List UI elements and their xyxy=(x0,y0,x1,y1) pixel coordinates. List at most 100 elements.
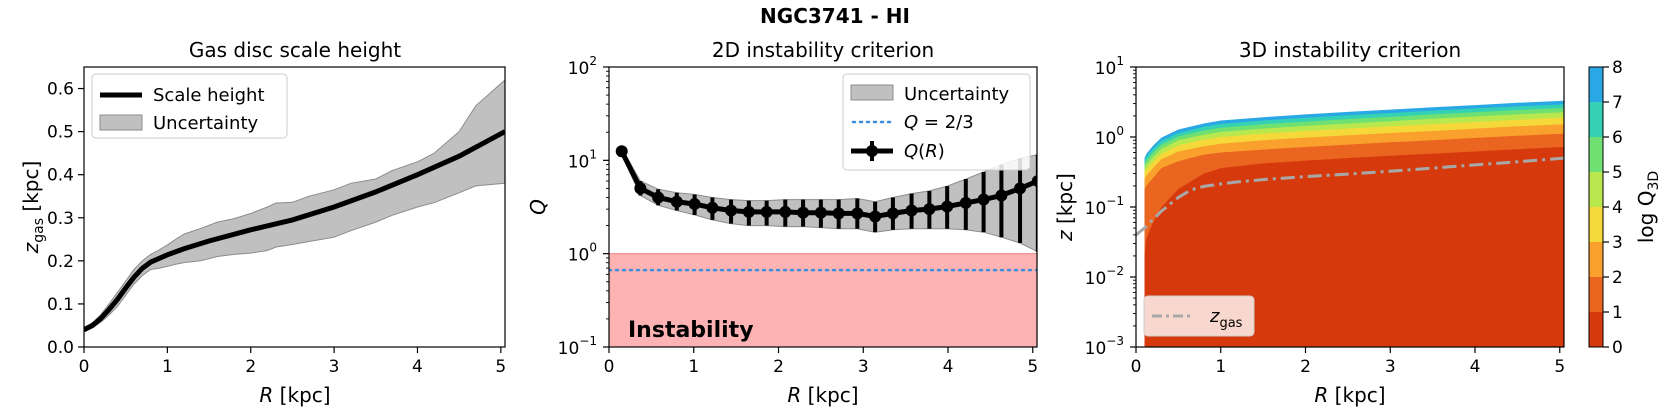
p3-ylabel: z [kpc] xyxy=(1053,173,1077,242)
p3-colorbar: 0 1 2 3 4 5 6 7 8 log Q3D xyxy=(1588,58,1661,358)
p2-q-point-22 xyxy=(1014,182,1027,195)
colorbar-cell-0 xyxy=(1589,312,1603,347)
panel1-frame xyxy=(83,66,506,348)
p2-q-point-17 xyxy=(923,203,936,216)
p2-xtick-label-2: 2 xyxy=(773,357,784,377)
p1-legend: Scale height Uncertainty xyxy=(91,73,288,139)
p3-ytick-label-1: 10−2 xyxy=(1085,264,1124,289)
p3-xtick-label-1: 1 xyxy=(1215,357,1226,377)
p1-legend-label-0: Scale height xyxy=(153,85,265,106)
panel1-title: Gas disc scale height xyxy=(189,38,401,62)
p2-error-bars xyxy=(619,148,1037,252)
colorbar-tick-label-2: 2 xyxy=(1612,268,1623,288)
panel2-frame xyxy=(608,66,1038,348)
p3-ytick-label-2: 10−1 xyxy=(1085,194,1124,219)
p1-legend-label-1: Uncertainty xyxy=(153,113,259,134)
p2-legend-label-2: Q(R) xyxy=(904,141,945,162)
p2-q-point-5 xyxy=(706,201,719,214)
colorbar-tick-label-3: 3 xyxy=(1612,233,1623,253)
p3-zgas-line xyxy=(1136,156,1564,237)
p2-q-point-21 xyxy=(995,189,1008,202)
colorbar-tick-label-8: 8 xyxy=(1612,58,1623,78)
p2-q-points xyxy=(615,145,1037,223)
p2-xlabel: R [kpc] xyxy=(787,383,858,407)
p2-q-point-6 xyxy=(725,204,738,217)
p1-ytick-label-2: 0.2 xyxy=(47,252,74,272)
p2-q-point-8 xyxy=(760,205,773,218)
colorbar-cell-1 xyxy=(1589,277,1603,312)
panel-2d-criterion: 2D instability criterion Instability 0 1 2… xyxy=(526,38,1038,407)
p2-xtick-label-3: 3 xyxy=(858,357,869,377)
p2-legend: Uncertainty Q = 2/3 Q(R) xyxy=(842,73,1031,171)
p2-q-point-23 xyxy=(1031,175,1037,187)
colorbar-tick-label-4: 4 xyxy=(1612,198,1623,218)
p2-q-point-13 xyxy=(851,207,864,220)
p1-uncertainty-band xyxy=(84,79,505,333)
colorbar-cell-3 xyxy=(1589,207,1603,242)
p3-legend-label-0: zgas xyxy=(1209,306,1243,331)
p3-xtick-label-2: 2 xyxy=(1300,357,1311,377)
p1-ytick-label-0: 0.0 xyxy=(47,338,74,358)
p2-ytick-label-1: 100 xyxy=(568,241,597,266)
colorbar-tick-label-5: 5 xyxy=(1612,163,1623,183)
p1-ytick-label-1: 0.1 xyxy=(47,295,74,315)
p1-xtick-label-2: 2 xyxy=(245,357,256,377)
p2-q-point-2 xyxy=(652,191,665,204)
p2-q-point-7 xyxy=(742,205,755,218)
panel3-title: 3D instability criterion xyxy=(1239,38,1461,62)
p3-ytick-label-0: 10−3 xyxy=(1085,334,1124,359)
p2-uncertainty-band xyxy=(621,146,1037,252)
p1-ytick-label-3: 0.3 xyxy=(47,209,74,229)
p2-ytick-label-2: 101 xyxy=(568,147,597,172)
panel2-title: 2D instability criterion xyxy=(712,38,934,62)
p1-xtick-label-3: 3 xyxy=(329,357,340,377)
p1-legend-band-swatch xyxy=(99,114,143,131)
colorbar-cell-5 xyxy=(1589,137,1603,172)
p3-ytick-label-3: 100 xyxy=(1095,124,1124,149)
p2-instability-label: Instability xyxy=(628,318,754,343)
colorbar-tick-label-7: 7 xyxy=(1612,93,1623,113)
p3-ytick-label-4: 101 xyxy=(1095,54,1124,79)
p1-xtick-label-0: 0 xyxy=(79,357,90,377)
p2-xtick-label-5: 5 xyxy=(1027,357,1038,377)
p1-ytick-label-4: 0.4 xyxy=(47,166,74,186)
p2-q-point-4 xyxy=(688,198,701,211)
p3-xtick-label-0: 0 xyxy=(1131,357,1142,377)
p2-q-point-1 xyxy=(634,182,647,195)
p2-q-point-3 xyxy=(670,195,683,208)
p2-q-point-15 xyxy=(886,207,899,220)
p2-q-point-20 xyxy=(977,193,990,206)
p3-xtick-label-5: 5 xyxy=(1554,357,1565,377)
p2-q-point-16 xyxy=(905,204,918,217)
p3-x-axis: 0 1 2 3 4 5 xyxy=(1131,347,1565,377)
p2-q-point-9 xyxy=(779,205,792,218)
colorbar-cell-7 xyxy=(1589,67,1603,102)
p1-ylabel: zgas [kpc] xyxy=(19,161,47,255)
p1-scale-height-line xyxy=(84,129,505,333)
colorbar-label: log Q3D xyxy=(1634,171,1661,243)
p2-y-axis: 10−1 100 101 102 xyxy=(558,54,609,359)
p1-ytick-label-6: 0.6 xyxy=(47,80,74,100)
p2-q-point-12 xyxy=(832,207,845,220)
colorbar-tick-label-6: 6 xyxy=(1612,128,1623,148)
p2-legend-label-0: Uncertainty xyxy=(904,84,1010,105)
p2-legend-q-marker xyxy=(866,145,878,157)
colorbar-cell-6 xyxy=(1589,102,1603,137)
p2-xtick-label-4: 4 xyxy=(943,357,954,377)
colorbar-cell-4 xyxy=(1589,172,1603,207)
p2-xtick-label-0: 0 xyxy=(604,357,615,377)
colorbar-cell-2 xyxy=(1589,242,1603,277)
figure-title: NGC3741 - HI xyxy=(760,4,910,28)
p3-xtick-label-3: 3 xyxy=(1385,357,1396,377)
p3-legend: zgas xyxy=(1143,295,1255,337)
p2-legend-label-1: Q = 2/3 xyxy=(904,112,974,133)
p2-q-point-11 xyxy=(814,206,827,219)
p1-xlabel: R [kpc] xyxy=(259,383,330,407)
p1-xtick-label-4: 4 xyxy=(412,357,423,377)
p2-q-point-19 xyxy=(959,196,972,209)
p2-x-axis: 0 1 2 3 4 5 xyxy=(604,347,1038,377)
p1-xtick-label-1: 1 xyxy=(162,357,173,377)
p2-xtick-label-1: 1 xyxy=(688,357,699,377)
